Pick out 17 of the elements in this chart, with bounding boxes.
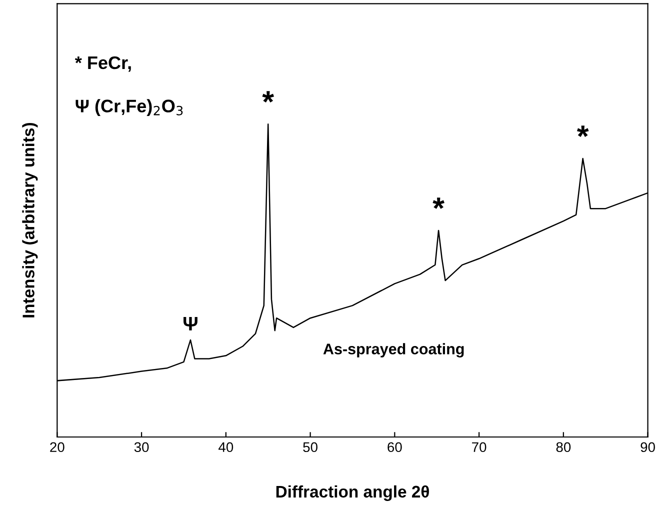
x-tick-label: 70	[472, 442, 486, 452]
text: * FeCr,	[74, 56, 131, 72]
annotation: *	[432, 198, 444, 209]
x-axis-title: Diffraction angle 2θ	[276, 485, 429, 501]
x-tick-label: 90	[640, 442, 655, 452]
annotation: Ψ	[184, 317, 198, 330]
annotation: *	[576, 126, 589, 137]
x-tick-label: 40	[218, 442, 234, 452]
y-axis-title: Intensity (arbitrary units)	[22, 122, 38, 318]
x-tick-label: 50	[303, 442, 318, 452]
x-tick-label: 60	[388, 442, 402, 452]
annotation: As-sprayed coating	[323, 343, 464, 358]
x-tick-label: 30	[134, 442, 149, 452]
annotation: *	[262, 91, 274, 103]
text: Ψ (Cr,Fe)$_{2}$O$_{3}$	[76, 99, 183, 116]
x-tick-label: 20	[50, 442, 64, 452]
x-tick-label: 80	[556, 442, 571, 452]
